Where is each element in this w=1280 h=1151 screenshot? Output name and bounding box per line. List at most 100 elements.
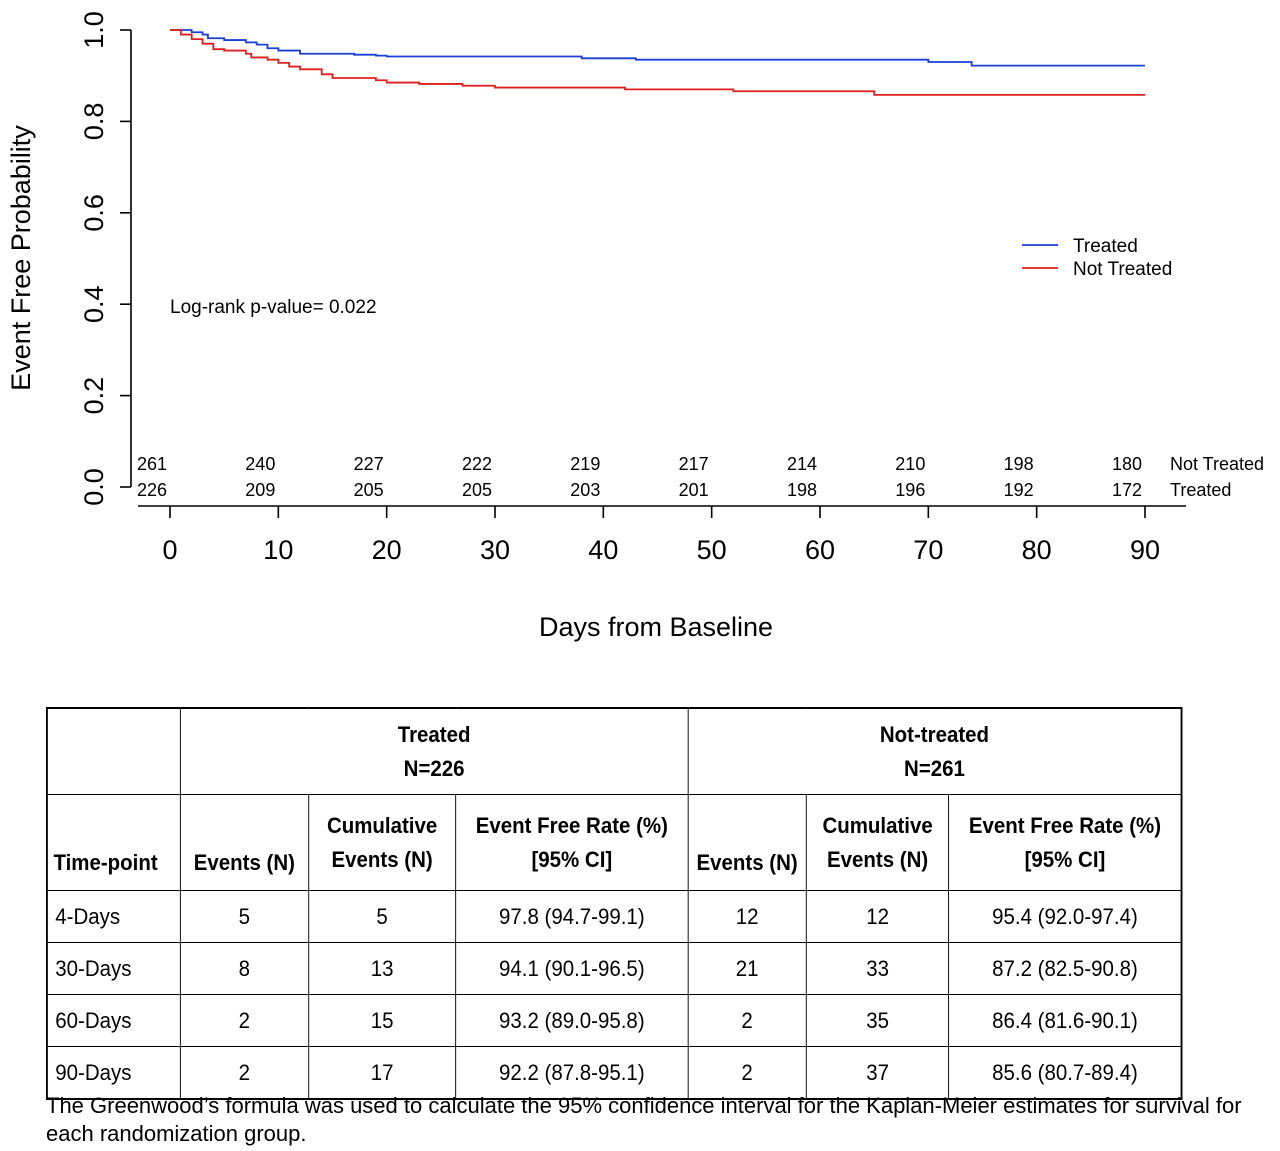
not-treated-cumulative-cell: 35 <box>805 994 950 1047</box>
col-treated-rate-line2: [95% CI] <box>531 846 613 872</box>
col-timepoint: Time-point <box>46 794 181 891</box>
at-risk-value-not-treated: 198 <box>1004 454 1034 474</box>
x-tick-label: 40 <box>588 535 618 565</box>
x-tick-label: 60 <box>805 535 835 565</box>
at-risk-row-label-treated: Treated <box>1170 480 1231 500</box>
treated-events-cell: 2 <box>179 1046 309 1100</box>
y-tick-label: 0.8 <box>79 103 109 141</box>
at-risk-value-not-treated: 227 <box>354 454 384 474</box>
col-treated-events: Events (N) <box>179 794 309 891</box>
not-treated-cumulative-cell: 33 <box>805 942 950 995</box>
log-rank-annotation: Log-rank p-value= 0.022 <box>170 297 377 318</box>
not-treated-events-cell: 2 <box>687 994 807 1047</box>
treated-n: N=226 <box>403 755 465 781</box>
survival-curves <box>170 29 1145 96</box>
treated-cumulative-cell: 15 <box>307 994 457 1047</box>
not-treated-title: Not-treated <box>879 721 990 747</box>
at-risk-value-treated: 203 <box>570 480 600 500</box>
y-tick-label: 0.6 <box>79 194 109 232</box>
x-tick-label: 50 <box>697 535 727 565</box>
footnote: The Greenwood’s formula was used to calc… <box>46 1093 1242 1146</box>
not-treated-rate-cell: 85.6 (80.7-89.4) <box>948 1046 1182 1100</box>
x-tick-label: 70 <box>913 535 943 565</box>
treated-events-cell: 2 <box>179 994 309 1047</box>
not-treated-cumulative-cell: 12 <box>805 890 950 943</box>
col-treated-cumulative-line1: Cumulative <box>326 812 438 838</box>
col-treated-cumulative-line2: Events (N) <box>331 846 433 872</box>
treated-cumulative-cell: 5 <box>307 890 457 943</box>
col-not-treated-rate-line1: Event Free Rate (%) <box>968 812 1162 838</box>
col-not-treated-cumulative-line2: Events (N) <box>827 846 929 872</box>
km-curve-treated <box>170 29 1145 67</box>
timepoint-cell: 60-Days <box>46 994 181 1047</box>
at-risk-value-treated: 205 <box>354 480 384 500</box>
table-row: 60-Days 2 15 93.2 (89.0-95.8) 2 35 86.4 … <box>46 994 1182 1047</box>
legend-label-treated: Treated <box>1073 236 1138 257</box>
not-treated-events-cell: 2 <box>687 1046 807 1100</box>
y-tick-label: 0.0 <box>79 468 109 506</box>
at-risk-value-not-treated: 219 <box>570 454 600 474</box>
at-risk-value-not-treated: 180 <box>1112 454 1142 474</box>
at-risk-value-not-treated: 240 <box>245 454 275 474</box>
y-tick-label: 0.2 <box>79 377 109 415</box>
table-row: 4-Days 5 5 97.8 (94.7-99.1) 12 12 95.4 (… <box>46 890 1182 943</box>
treated-rate-cell: 97.8 (94.7-99.1) <box>455 890 689 943</box>
treated-group-header: Treated N=226 <box>179 707 689 795</box>
at-risk-value-not-treated: 261 <box>137 454 167 474</box>
timepoint-cell: 90-Days <box>46 1046 181 1100</box>
x-axis-label: Days from Baseline <box>539 612 773 642</box>
group-header-row: Treated N=226 Not-treated N=261 <box>46 707 1182 795</box>
not-treated-group-header: Not-treated N=261 <box>687 707 1182 795</box>
at-risk-value-treated: 226 <box>137 480 167 500</box>
column-header-row: Time-point Events (N) Cumulative Events … <box>46 794 1182 891</box>
col-not-treated-rate-line2: [95% CI] <box>1024 846 1106 872</box>
treated-cumulative-cell: 13 <box>307 942 457 995</box>
at-risk-value-treated: 205 <box>462 480 492 500</box>
km-chart: 0.0 0.2 0.4 0.6 0.8 1.0 0 10 20 30 40 50 60 70 80 90 2… <box>6 11 1264 642</box>
table-row: 90-Days 2 17 92.2 (87.8-95.1) 2 37 85.6 … <box>46 1046 1182 1100</box>
number-at-risk-table: 261 240 227 222 219 217 214 210 198 180 Not Treate… <box>137 454 1264 500</box>
x-tick-label: 80 <box>1022 535 1052 565</box>
not-treated-events-cell: 21 <box>687 942 807 995</box>
table-row: 30-Days 8 13 94.1 (90.1-96.5) 21 33 87.2… <box>46 942 1182 995</box>
col-treated-rate: Event Free Rate (%) [95% CI] <box>455 794 689 891</box>
treated-title: Treated <box>397 721 471 747</box>
col-treated-rate-line1: Event Free Rate (%) <box>475 812 668 838</box>
at-risk-value-not-treated: 222 <box>462 454 492 474</box>
treated-rate-cell: 94.1 (90.1-96.5) <box>455 942 689 995</box>
x-tick-label: 10 <box>263 535 293 565</box>
empty-corner-cell <box>46 707 181 795</box>
timepoint-cell: 4-Days <box>46 890 181 943</box>
at-risk-value-treated: 201 <box>679 480 709 500</box>
x-axis: 0 10 20 30 40 50 60 70 80 90 <box>138 505 1186 565</box>
results-table: Treated N=226 Not-treated N=261 Time-poi… <box>46 707 1183 1100</box>
at-risk-value-not-treated: 210 <box>895 454 925 474</box>
treated-events-cell: 5 <box>179 890 309 943</box>
at-risk-value-treated: 192 <box>1004 480 1034 500</box>
not-treated-rate-cell: 86.4 (81.6-90.1) <box>948 994 1182 1047</box>
at-risk-value-treated: 196 <box>895 480 925 500</box>
x-tick-label: 30 <box>480 535 510 565</box>
treated-rate-cell: 93.2 (89.0-95.8) <box>455 994 689 1047</box>
at-risk-row-label-not-treated: Not Treated <box>1170 454 1264 474</box>
col-not-treated-cumulative-line1: Cumulative <box>822 812 933 838</box>
y-axis-label: Event Free Probability <box>6 125 36 391</box>
col-treated-cumulative: Cumulative Events (N) <box>307 794 457 891</box>
km-curve-not-treated <box>170 29 1145 96</box>
col-not-treated-events: Events (N) <box>687 794 807 891</box>
not-treated-rate-cell: 95.4 (92.0-97.4) <box>948 890 1182 943</box>
not-treated-rate-cell: 87.2 (82.5-90.8) <box>948 942 1182 995</box>
col-not-treated-rate: Event Free Rate (%) [95% CI] <box>948 794 1182 891</box>
y-tick-label: 1.0 <box>79 11 109 49</box>
not-treated-cumulative-cell: 37 <box>805 1046 950 1100</box>
treated-events-cell: 8 <box>179 942 309 995</box>
not-treated-events-cell: 12 <box>687 890 807 943</box>
at-risk-value-treated: 172 <box>1112 480 1142 500</box>
at-risk-value-not-treated: 217 <box>679 454 709 474</box>
col-not-treated-cumulative: Cumulative Events (N) <box>805 794 950 891</box>
at-risk-value-treated: 209 <box>245 480 275 500</box>
treated-rate-cell: 92.2 (87.8-95.1) <box>455 1046 689 1100</box>
treated-cumulative-cell: 17 <box>307 1046 457 1100</box>
at-risk-value-treated: 198 <box>787 480 817 500</box>
